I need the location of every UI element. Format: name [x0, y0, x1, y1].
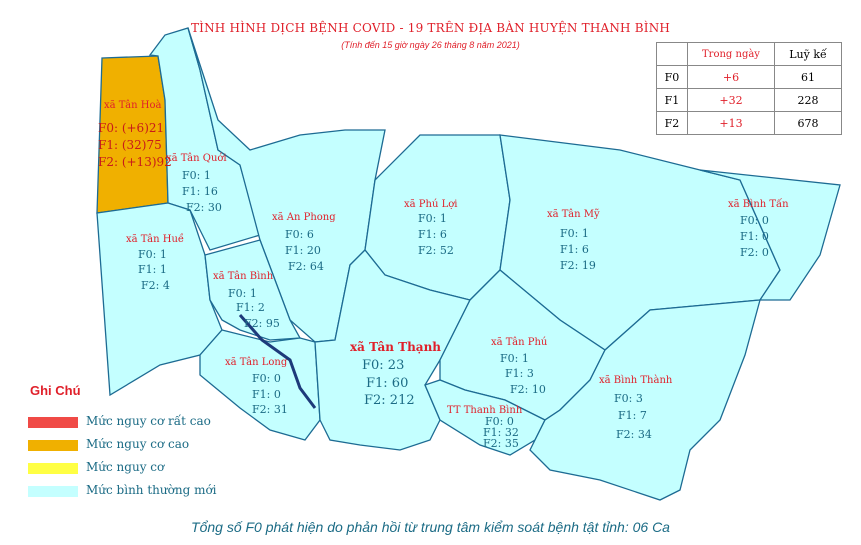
tan-thanh-f2: F2: 212: [364, 393, 415, 408]
tan-quoi-f2: F2: 30: [186, 201, 222, 214]
binh-thanh-f1: F1: 7: [618, 409, 647, 422]
an-phong-f1: F1: 20: [285, 244, 321, 257]
tan-my-f2: F2: 19: [560, 259, 596, 272]
tan-phu-f1: F1: 3: [505, 367, 534, 380]
region-binh-thanh[interactable]: [529, 299, 761, 501]
map-subtitle: (Tính đến 15 giờ ngày 26 tháng 8 năm 202…: [341, 40, 520, 50]
commune-name-tt-thanh-binh: TT Thanh Bình: [447, 405, 523, 416]
phu-loi-f0: F0: 1: [418, 212, 447, 225]
row-today: +32: [687, 88, 775, 112]
row-label: F2: [656, 111, 688, 135]
legend-label-normal: Mức bình thường mới: [86, 483, 217, 497]
legend-title: Ghi Chú: [30, 383, 81, 398]
tt-thanh-binh-f2: F2: 35: [483, 437, 519, 450]
binh-thanh-f0: F0: 3: [614, 392, 643, 405]
tt-thanh-binh-f1: F1: 32: [483, 426, 519, 439]
row-label: F0: [656, 65, 688, 89]
region-tan-binh[interactable]: [204, 239, 302, 341]
table-row: F2 +13 678: [656, 111, 842, 135]
row-today: +13: [687, 111, 775, 135]
commune-name-an-phong: xã An Phong: [272, 212, 336, 223]
binh-thanh-f2: F2: 34: [616, 428, 652, 441]
tan-long-f0: F0: 0: [252, 372, 281, 385]
commune-name-binh-thanh: xã Bình Thành: [599, 375, 673, 386]
region-tt-thanh-binh[interactable]: [424, 379, 546, 456]
tan-hoa-f0: F0: (+6)21: [98, 121, 165, 135]
row-today: +6: [687, 65, 775, 89]
row-total: 228: [774, 88, 842, 112]
row-label: F1: [656, 88, 688, 112]
river-line: [238, 314, 317, 409]
commune-name-tan-hoa: xã Tân Hoà: [104, 100, 162, 111]
region-tan-long[interactable]: [199, 329, 321, 441]
commune-name-phu-loi: xã Phú Lợi: [404, 199, 458, 210]
legend-swatch-medium: [28, 463, 78, 474]
tan-hoa-f2: F2: (+13)92: [98, 155, 172, 169]
legend-swatch-high: [28, 440, 78, 451]
legend-swatch-normal: [28, 486, 78, 497]
commune-name-binh-tan: xã Bình Tấn: [728, 199, 789, 210]
tan-binh-f2: F2: 95: [244, 317, 280, 330]
tan-binh-f1: F1: 2: [236, 301, 265, 314]
phu-loi-f1: F1: 6: [418, 228, 447, 241]
binh-tan-f2: F2: 0: [740, 246, 769, 259]
legend-label-medium: Mức nguy cơ: [86, 460, 165, 474]
tan-thanh-f0: F0: 23: [362, 358, 405, 373]
commune-name-tan-my: xã Tân Mỹ: [547, 209, 600, 220]
table-header-empty: [656, 42, 688, 66]
map-title: TÌNH HÌNH DỊCH BỆNH COVID - 19 TRÊN ĐỊA …: [190, 21, 671, 35]
tan-long-f2: F2: 31: [252, 403, 288, 416]
row-total: 61: [774, 65, 842, 89]
tan-phu-f2: F2: 10: [510, 383, 546, 396]
phu-loi-f2: F2: 52: [418, 244, 454, 257]
tan-quoi-f0: F0: 1: [182, 169, 211, 182]
table-row: F1 +32 228: [656, 88, 842, 112]
tan-my-f1: F1: 6: [560, 243, 589, 256]
binh-tan-f1: F1: 0: [740, 230, 769, 243]
tan-phu-f0: F0: 1: [500, 352, 529, 365]
commune-name-tan-binh: xã Tân Bình: [213, 271, 274, 282]
commune-name-tan-long: xã Tân Long: [225, 357, 288, 368]
commune-name-tan-thanh: xã Tân Thạnh: [350, 340, 442, 354]
tan-thanh-f1: F1: 60: [366, 376, 409, 391]
tan-hue-f1: F1: 1: [138, 263, 167, 276]
summary-table: Trong ngày Luỹ kế F0 +6 61 F1 +32 228 F2…: [656, 42, 842, 135]
an-phong-f2: F2: 64: [288, 260, 324, 273]
commune-name-tan-phu: xã Tân Phú: [491, 337, 548, 348]
legend-label-high: Mức nguy cơ cao: [86, 437, 190, 451]
tan-hue-f0: F0: 1: [138, 248, 167, 261]
tan-hue-f2: F2: 4: [141, 279, 170, 292]
table-row: F0 +6 61: [656, 65, 842, 89]
an-phong-f0: F0: 6: [285, 228, 314, 241]
tan-quoi-f1: F1: 16: [182, 185, 218, 198]
legend-swatch-very-high: [28, 417, 78, 428]
tan-long-f1: F1: 0: [252, 388, 281, 401]
commune-name-tan-quoi: xã Tân Quới: [166, 153, 227, 164]
tan-hoa-f1: F1: (32)75: [98, 138, 162, 152]
legend-label-very-high: Mức nguy cơ rất cao: [86, 414, 211, 428]
tan-my-f0: F0: 1: [560, 227, 589, 240]
footer-note: Tổng số F0 phát hiện do phản hồi từ trun…: [191, 519, 670, 535]
region-binh-tan[interactable]: [699, 169, 841, 301]
commune-name-tan-hue: xã Tân Huề: [126, 234, 185, 245]
binh-tan-f0: F0: 0: [740, 214, 769, 227]
region-tan-hue[interactable]: [96, 202, 223, 397]
tan-binh-f0: F0: 1: [228, 287, 257, 300]
tt-thanh-binh-f0: F0: 0: [485, 415, 514, 428]
table-header-today: Trong ngày: [687, 42, 775, 66]
row-total: 678: [774, 111, 842, 135]
table-header-total: Luỹ kế: [774, 42, 842, 66]
